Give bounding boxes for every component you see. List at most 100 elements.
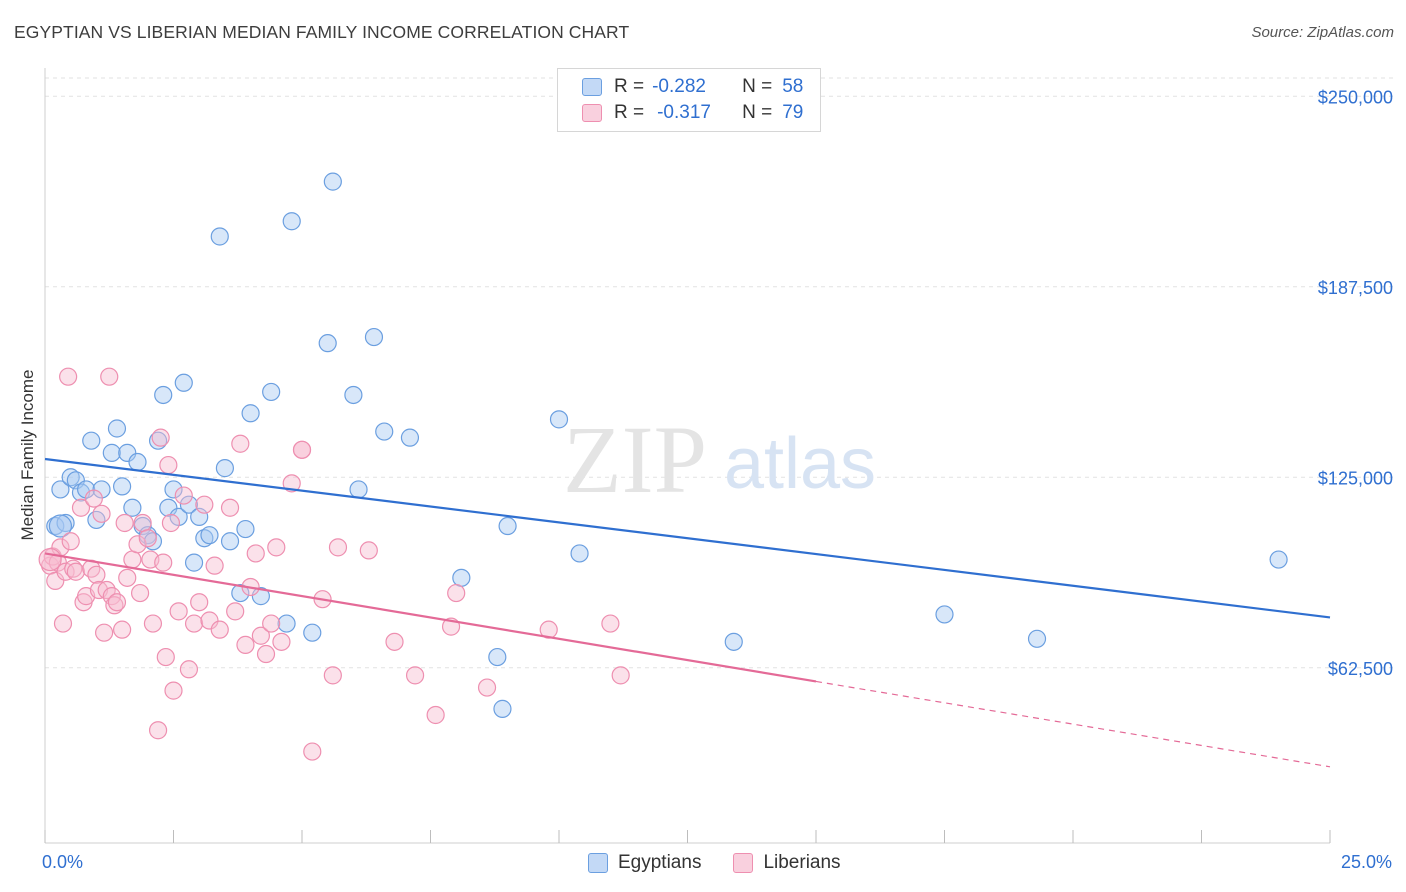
egyptians-point bbox=[118, 443, 137, 462]
egyptians-point bbox=[400, 428, 420, 447]
liberians-point bbox=[477, 678, 497, 697]
watermark: ZIP atlas bbox=[563, 406, 876, 513]
liberians-point bbox=[112, 620, 132, 639]
liberians-point bbox=[133, 513, 152, 533]
liberians-point bbox=[174, 486, 193, 505]
liberians-point bbox=[405, 666, 425, 685]
liberians-legend-label: Liberians bbox=[763, 852, 841, 873]
egyptians-point bbox=[107, 419, 127, 438]
liberians-point bbox=[231, 434, 250, 453]
liberians-point bbox=[205, 556, 224, 575]
trend-lines bbox=[44, 457, 1331, 768]
liberians-point bbox=[447, 583, 466, 603]
egyptians-point bbox=[452, 568, 471, 587]
egyptians-point bbox=[154, 385, 173, 405]
egyptians-point bbox=[123, 498, 142, 517]
legend-n-label: N = bbox=[742, 102, 773, 123]
legend-item-liberians: Liberians bbox=[733, 852, 841, 874]
liberians-point bbox=[84, 489, 103, 508]
watermark-atlas: atlas bbox=[724, 424, 876, 504]
source-credit: Source: ZipAtlas.com bbox=[1251, 24, 1394, 41]
egyptians-point bbox=[174, 373, 193, 392]
liberians-point bbox=[148, 721, 168, 740]
egyptians-point bbox=[231, 583, 250, 603]
liberians-point bbox=[282, 474, 301, 493]
x-tick-max: 25.0% bbox=[1340, 852, 1392, 872]
liberians-point bbox=[184, 614, 204, 633]
liberians-point bbox=[200, 611, 219, 630]
liberians-point bbox=[426, 705, 445, 725]
egyptians-point bbox=[61, 468, 80, 487]
liberians-point bbox=[601, 614, 620, 633]
egyptians-point bbox=[493, 699, 512, 718]
liberians-point bbox=[195, 495, 214, 514]
liberians-point bbox=[159, 455, 178, 475]
legend-r-label: R = bbox=[614, 76, 645, 97]
egyptians-point bbox=[277, 614, 296, 633]
egyptians-point bbox=[77, 480, 96, 499]
liberians-point bbox=[385, 632, 404, 651]
liberians-point bbox=[246, 544, 265, 563]
liberians-point bbox=[87, 565, 106, 584]
egyptians-point bbox=[82, 431, 101, 450]
liberians-point bbox=[303, 742, 322, 761]
egyptians-point bbox=[251, 587, 270, 606]
egyptians-point bbox=[303, 623, 322, 642]
liberians-point bbox=[156, 647, 175, 667]
liberians-point bbox=[118, 568, 137, 587]
liberians-point bbox=[71, 498, 91, 517]
liberians-trend-extension bbox=[815, 680, 1331, 768]
correlation-legend: R = -0.282 N = 58 R = -0.317 N = 79 bbox=[557, 68, 821, 132]
egyptians-point bbox=[349, 480, 368, 499]
liberians-point bbox=[151, 428, 170, 447]
y-tick-label: $62,500 bbox=[1328, 659, 1393, 679]
legend-row-egyptians: R = -0.282 N = 58 bbox=[582, 75, 803, 99]
liberians-point bbox=[154, 553, 173, 572]
liberians-point bbox=[359, 541, 378, 560]
egyptians-r-value: -0.282 bbox=[652, 76, 706, 97]
liberians-swatch bbox=[582, 104, 602, 122]
liberians-point bbox=[92, 504, 111, 523]
egyptians-point bbox=[570, 544, 589, 563]
liberians-point bbox=[64, 559, 83, 578]
egyptians-point bbox=[935, 605, 954, 624]
liberians-point bbox=[53, 614, 73, 633]
egyptians-point bbox=[724, 632, 743, 651]
egyptians-point bbox=[184, 553, 204, 572]
liberians-legend-swatch bbox=[733, 853, 754, 873]
egyptians-point bbox=[1269, 550, 1288, 569]
egyptians-points bbox=[46, 172, 1288, 718]
egyptians-point bbox=[282, 212, 301, 231]
egyptians-point bbox=[498, 516, 517, 536]
liberians-point bbox=[130, 583, 150, 603]
egyptians-point bbox=[48, 514, 73, 538]
legend-item-egyptians: Egyptians bbox=[588, 852, 701, 874]
liberians-point bbox=[66, 562, 85, 581]
egyptians-point bbox=[344, 385, 363, 405]
liberians-point bbox=[226, 602, 245, 621]
egyptians-legend-label: Egyptians bbox=[618, 852, 702, 873]
liberians-point bbox=[128, 535, 147, 554]
egyptians-point bbox=[128, 452, 147, 472]
liberians-point bbox=[611, 666, 630, 685]
egyptians-point bbox=[1027, 629, 1047, 648]
y-tick-label: $250,000 bbox=[1318, 87, 1393, 107]
liberians-r-value: -0.317 bbox=[657, 102, 711, 123]
egyptians-point bbox=[375, 422, 394, 441]
liberians-point bbox=[100, 367, 119, 386]
liberians-point bbox=[143, 614, 163, 633]
egyptians-point bbox=[148, 431, 168, 450]
egyptians-swatch bbox=[582, 78, 602, 96]
egyptians-point bbox=[323, 172, 342, 191]
egyptians-point bbox=[318, 334, 337, 353]
series-legend: Egyptians Liberians bbox=[588, 852, 873, 874]
egyptians-n-value: 58 bbox=[782, 76, 804, 97]
liberians-point bbox=[179, 660, 199, 679]
liberians-point bbox=[115, 513, 134, 533]
liberians-point bbox=[292, 440, 312, 459]
axes bbox=[44, 68, 1331, 844]
egyptians-point bbox=[262, 382, 281, 402]
y-tick-label: $125,000 bbox=[1318, 468, 1393, 488]
egyptians-point bbox=[236, 519, 255, 539]
